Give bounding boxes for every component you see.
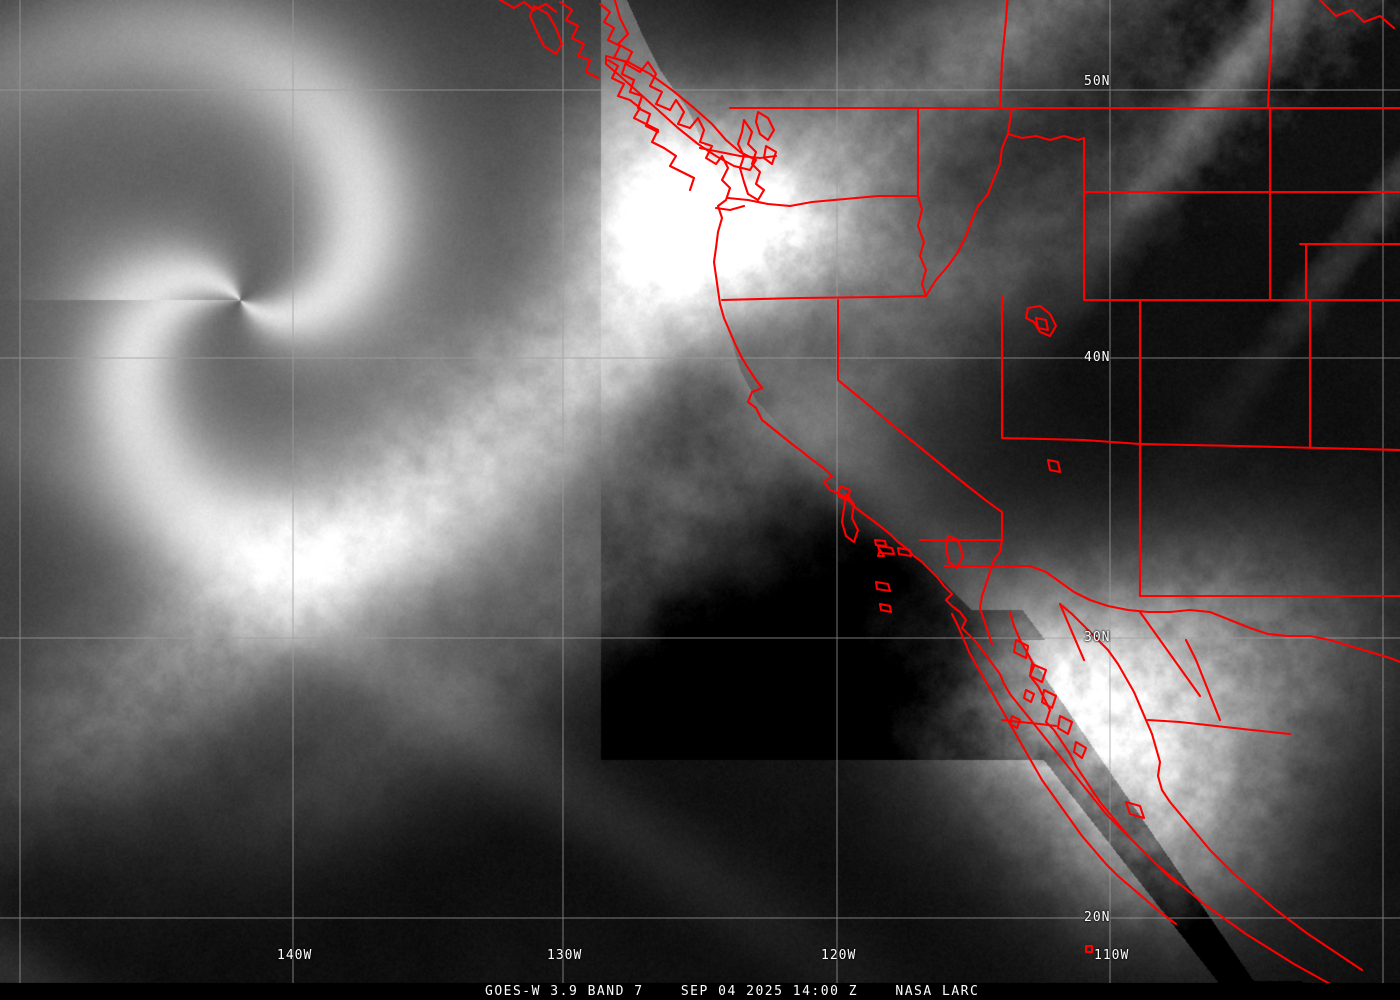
lat-label-50n: 50N <box>1084 74 1111 89</box>
lat-label-20n: 20N <box>1084 910 1111 925</box>
lon-label-120w: 120W <box>821 948 857 963</box>
lat-label-30n: 30N <box>1084 630 1111 645</box>
lat-label-40n: 40N <box>1084 350 1111 365</box>
lon-label-130w: 130W <box>547 948 583 963</box>
lon-label-110w: 110W <box>1094 948 1130 963</box>
caption-bar: GOES-W 3.9 BAND 7 SEP 04 2025 14:00 Z NA… <box>0 983 1400 1000</box>
caption-text: GOES-W 3.9 BAND 7 SEP 04 2025 14:00 Z NA… <box>485 984 980 999</box>
lon-label-140w: 140W <box>277 948 313 963</box>
